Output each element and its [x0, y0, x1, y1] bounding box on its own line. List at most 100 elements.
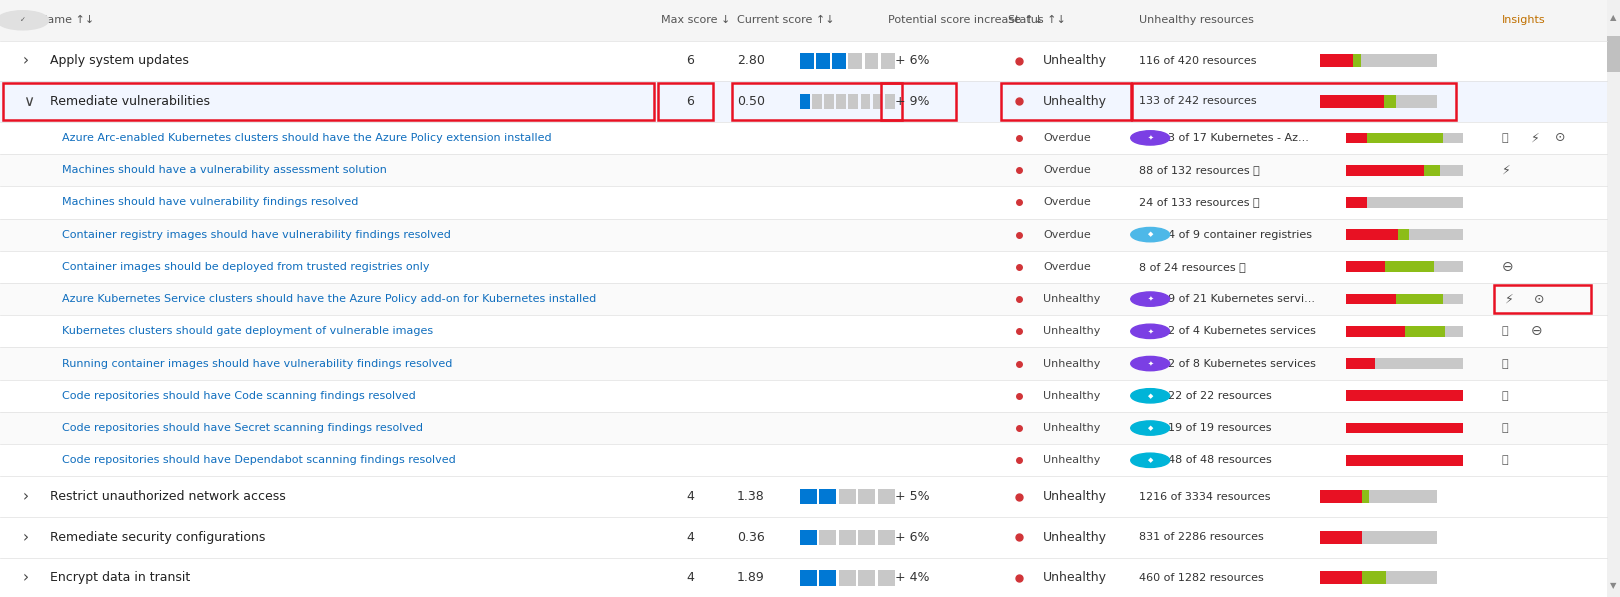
- Bar: [1346, 390, 1463, 401]
- Bar: [0, 380, 1607, 412]
- Bar: [1607, 36, 1620, 72]
- Bar: [1369, 490, 1437, 503]
- Bar: [1361, 54, 1437, 67]
- Bar: [878, 530, 894, 545]
- Text: 1.38: 1.38: [737, 490, 765, 503]
- Text: 4: 4: [687, 571, 693, 584]
- Text: Unhealthy: Unhealthy: [1043, 571, 1108, 584]
- Bar: [1320, 571, 1362, 584]
- Bar: [812, 94, 821, 109]
- Text: Machines should have a vulnerability assessment solution: Machines should have a vulnerability ass…: [62, 165, 387, 175]
- Text: + 9%: + 9%: [894, 95, 930, 108]
- Bar: [0, 81, 1607, 122]
- Text: Current score ↑↓: Current score ↑↓: [737, 16, 834, 25]
- Text: 22 of 22 resources: 22 of 22 resources: [1168, 391, 1272, 401]
- Text: 6: 6: [687, 54, 693, 67]
- Text: ✦: ✦: [1147, 135, 1153, 141]
- Text: Code repositories should have Secret scanning findings resolved: Code repositories should have Secret sca…: [62, 423, 423, 433]
- Bar: [820, 570, 836, 586]
- Text: Status ↑↓: Status ↑↓: [1008, 16, 1066, 25]
- Bar: [1320, 490, 1362, 503]
- Bar: [1440, 165, 1463, 176]
- Text: 8 of 24 resources ⓘ: 8 of 24 resources ⓘ: [1139, 262, 1246, 272]
- Bar: [1362, 531, 1437, 544]
- Text: 0.36: 0.36: [737, 531, 765, 544]
- Text: Unhealthy: Unhealthy: [1043, 294, 1100, 304]
- Bar: [0, 0, 1607, 41]
- Bar: [0, 219, 1607, 251]
- Bar: [1434, 261, 1463, 272]
- Text: Unhealthy: Unhealthy: [1043, 359, 1100, 368]
- Circle shape: [1131, 389, 1170, 403]
- Bar: [1362, 490, 1369, 503]
- Bar: [1385, 571, 1437, 584]
- Text: 🔖: 🔖: [1502, 456, 1508, 465]
- Text: ▼: ▼: [1610, 580, 1617, 590]
- Bar: [1346, 133, 1367, 143]
- Text: 460 of 1282 resources: 460 of 1282 resources: [1139, 573, 1264, 583]
- Text: Apply system updates: Apply system updates: [50, 54, 190, 67]
- Bar: [800, 94, 810, 109]
- Bar: [833, 53, 846, 69]
- Text: ⊙: ⊙: [1555, 131, 1565, 144]
- Text: Azure Kubernetes Service clusters should have the Azure Policy add-on for Kubern: Azure Kubernetes Service clusters should…: [62, 294, 596, 304]
- Circle shape: [1131, 324, 1170, 338]
- Text: ◆: ◆: [1147, 457, 1153, 463]
- Text: 4: 4: [687, 531, 693, 544]
- Text: ⚡: ⚡: [1531, 131, 1539, 144]
- Bar: [1398, 229, 1409, 240]
- Text: Kubernetes clusters should gate deployment of vulnerable images: Kubernetes clusters should gate deployme…: [62, 327, 433, 336]
- Text: ⚡: ⚡: [1502, 164, 1510, 177]
- Text: ✦: ✦: [1147, 361, 1153, 367]
- Bar: [800, 530, 816, 545]
- Bar: [1367, 197, 1463, 208]
- Text: Remediate vulnerabilities: Remediate vulnerabilities: [50, 95, 211, 108]
- Text: Unhealthy: Unhealthy: [1043, 327, 1100, 336]
- Text: ◆: ◆: [1147, 425, 1153, 431]
- Bar: [878, 489, 894, 504]
- Text: Running container images should have vulnerability findings resolved: Running container images should have vul…: [62, 359, 452, 368]
- Bar: [1346, 294, 1396, 304]
- Circle shape: [1131, 421, 1170, 435]
- Text: Azure Arc-enabled Kubernetes clusters should have the Azure Policy extension ins: Azure Arc-enabled Kubernetes clusters sh…: [62, 133, 551, 143]
- Bar: [1320, 531, 1362, 544]
- Bar: [1445, 326, 1463, 337]
- Bar: [1346, 261, 1385, 272]
- Bar: [1353, 54, 1361, 67]
- Text: Unhealthy: Unhealthy: [1043, 54, 1108, 67]
- Text: 9 of 21 Kubernetes servi...: 9 of 21 Kubernetes servi...: [1168, 294, 1315, 304]
- Bar: [849, 53, 862, 69]
- Bar: [1409, 229, 1463, 240]
- Bar: [1385, 261, 1434, 272]
- Text: 🔖: 🔖: [1502, 423, 1508, 433]
- Text: 4 of 9 container registries: 4 of 9 container registries: [1168, 230, 1312, 239]
- Text: Unhealthy: Unhealthy: [1043, 95, 1108, 108]
- Text: + 4%: + 4%: [894, 571, 930, 584]
- Bar: [0, 347, 1607, 380]
- Bar: [0, 517, 1607, 558]
- Text: Unhealthy: Unhealthy: [1043, 391, 1100, 401]
- Text: ›: ›: [23, 570, 29, 586]
- Bar: [820, 489, 836, 504]
- Text: Overdue: Overdue: [1043, 133, 1090, 143]
- Bar: [878, 570, 894, 586]
- Text: 🔖: 🔖: [1502, 133, 1508, 143]
- Bar: [1424, 165, 1440, 176]
- Circle shape: [1131, 227, 1170, 242]
- Text: 19 of 19 resources: 19 of 19 resources: [1168, 423, 1272, 433]
- Circle shape: [1131, 292, 1170, 306]
- Bar: [0, 186, 1607, 219]
- Text: Restrict unauthorized network access: Restrict unauthorized network access: [50, 490, 287, 503]
- Bar: [1346, 229, 1398, 240]
- Bar: [732, 83, 902, 120]
- Text: ◆: ◆: [1147, 232, 1153, 238]
- Text: Code repositories should have Dependabot scanning findings resolved: Code repositories should have Dependabot…: [62, 456, 455, 465]
- Bar: [816, 53, 829, 69]
- Bar: [1607, 0, 1620, 597]
- Bar: [1346, 165, 1424, 176]
- Bar: [1367, 133, 1443, 143]
- Text: Unhealthy: Unhealthy: [1043, 423, 1100, 433]
- Text: + 6%: + 6%: [894, 54, 930, 67]
- Text: ⊙: ⊙: [1534, 293, 1544, 306]
- Circle shape: [1131, 131, 1170, 145]
